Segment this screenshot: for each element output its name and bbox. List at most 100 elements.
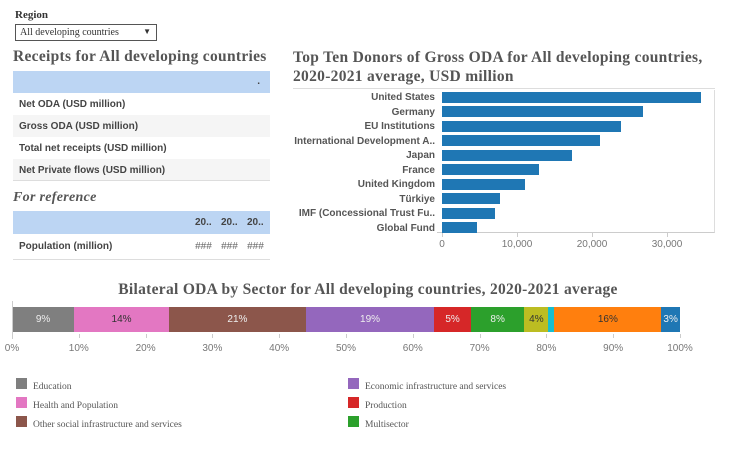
x-tick-mark [613,334,615,338]
donors-title-divider [293,88,715,89]
bar [442,120,622,132]
col-header: 20.. [195,217,212,228]
bar [442,178,525,190]
x-tick-mark [517,233,518,237]
bar-label: France [402,164,435,176]
x-tick-mark [412,334,414,338]
segment: 19% [305,307,435,332]
segment: 9% [12,307,75,332]
bar [442,207,496,219]
bar-label: EU Institutions [364,121,435,132]
receipts-header: . [13,71,270,93]
bar-label: International Development A.. [294,135,435,147]
segment-label: 4% [529,314,544,325]
bar [442,91,701,103]
legend-label: Education [33,382,72,392]
x-tick-mark [442,233,443,237]
x-tick-label: 50% [335,343,356,354]
x-tick-mark [346,334,347,338]
x-tick-mark [667,233,668,237]
x-tick-mark [546,334,548,338]
bar [442,222,478,233]
bar [442,149,572,161]
segment: 14% [74,307,169,332]
sector-chart-title: Bilateral ODA by Sector for All developi… [118,281,618,298]
x-tick-label: 70% [469,343,490,354]
x-tick-label: 30,000 [651,239,683,250]
region-label: Region [15,9,48,21]
x-tick-label: 40% [269,343,290,354]
x-tick-mark [78,334,80,338]
segment-label: 8% [490,314,505,325]
bar-label: Global Fund [376,222,435,234]
legend-label: Multisector [365,420,409,430]
segment: 5% [434,307,471,332]
legend-swatch [348,416,359,427]
row-label: Population (million) [19,241,113,252]
segment-label: 16% [597,314,618,325]
segment: 8% [470,307,525,332]
segment [548,307,555,332]
receipts-header-value: . [257,76,260,87]
x-tick-label: 90% [603,343,624,354]
bar-label: IMF (Concessional Trust Fu.. [298,208,435,219]
bar-label: Japan [406,150,435,161]
legend-swatch [16,397,27,408]
x-tick-label: 20% [135,343,156,354]
x-tick-mark [680,334,681,338]
donors-chart: United States Germany EU Institutions Inter… [294,90,715,250]
legend-swatch [16,416,27,427]
bar-label: United States [371,92,435,103]
x-tick-label: 80% [536,343,557,354]
x-tick-label: 100% [667,343,693,354]
x-axis-line [12,301,13,339]
legend-swatch [348,378,359,389]
x-tick-label: 0 [439,239,445,250]
legend-label: Production [365,401,407,411]
x-tick-label: 0% [4,343,20,354]
bar-label: United Kingdom [357,179,435,190]
segment-label: 9% [35,314,51,325]
cell: ### [247,241,264,252]
receipts-row: Total net receipts (USD million) [19,143,167,154]
segment: 16% [554,307,662,332]
donors-chart-title: Top Ten Donors of Gross ODA for All deve… [293,49,703,85]
plot-frame [437,90,715,233]
receipts-row: Gross ODA (USD million) [13,115,270,137]
x-tick-mark [212,334,214,338]
x-tick-mark [12,334,13,338]
region-dropdown-value: All developing countries [20,27,119,38]
x-tick-label: 10,000 [501,239,533,250]
legend-label: Health and Population [33,401,118,411]
bar-label: Germany [391,106,435,118]
x-tick-mark [145,334,147,338]
cell: ### [221,241,238,252]
segment-label: 3% [663,314,678,325]
reference-title: For reference [13,190,97,205]
chevron-down-icon: ▼ [143,27,151,36]
reference-row: Population (million) ### ### ### [13,235,270,260]
bar [442,135,601,146]
receipts-row: Net Private flows (USD million) [13,159,270,181]
bar [442,106,643,117]
bar-label: Türkiye [399,193,435,205]
receipts-row: Net ODA (USD million) [19,99,126,110]
segment: 3% [661,307,680,332]
x-tick-label: 20,000 [576,239,608,250]
x-tick-label: 10% [68,343,89,354]
legend-label: Other social infrastructure and services [33,420,182,430]
legend-label: Economic infrastructure and services [365,382,507,392]
bar [442,193,500,204]
legend-swatch [348,397,359,408]
segment: 4% [524,307,549,332]
x-tick-label: 30% [202,343,223,354]
cell: ### [195,241,212,252]
segment-label: 19% [360,314,381,325]
segment-label: 5% [445,314,460,325]
segment-label: 21% [227,314,248,325]
x-tick-mark [592,233,593,237]
reference-header: 20.. 20.. 20.. [13,211,270,234]
region-dropdown[interactable]: All developing countries ▼ [15,24,157,41]
x-tick-label: 60% [402,343,423,354]
